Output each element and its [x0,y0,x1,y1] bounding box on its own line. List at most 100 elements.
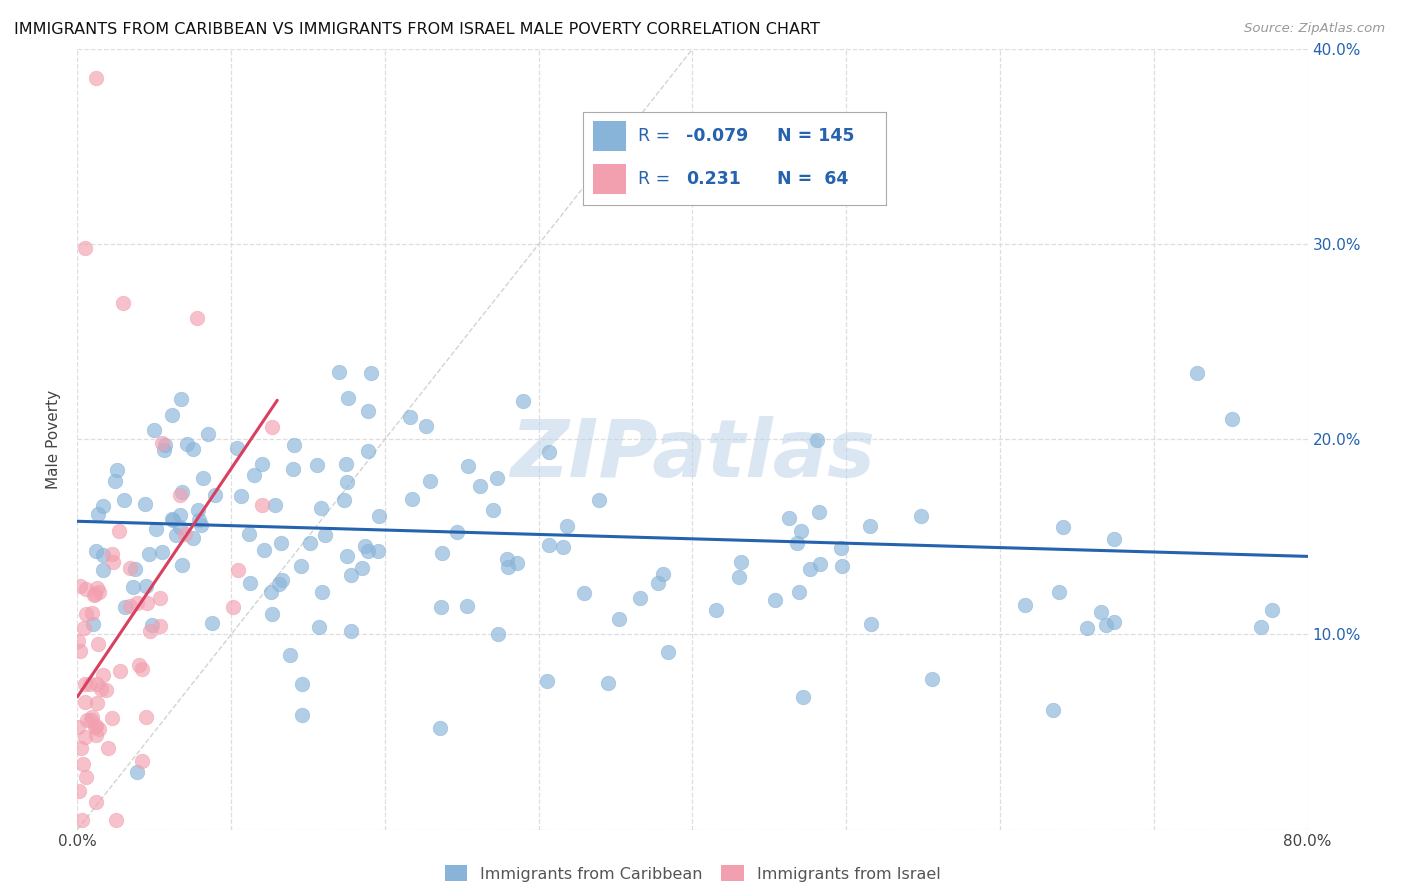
Text: R =: R = [638,170,681,188]
Point [80,606,103,620]
Point [174,527,197,541]
Point [1261,603,1284,617]
Point [305,458,328,472]
Point [145,522,167,536]
Point [553,541,575,555]
Point [86,582,108,596]
Point [628,591,651,605]
Point [165,528,187,542]
Point [260,607,283,621]
Point [262,420,284,434]
Point [181,442,204,456]
Point [96,683,118,698]
Point [456,599,478,613]
Point [125,596,148,610]
Point [138,547,160,561]
Point [149,591,172,605]
Text: -0.079: -0.079 [686,127,748,145]
Point [69,579,91,593]
Point [415,418,437,433]
Point [86,637,108,651]
Point [429,721,451,735]
Point [160,408,183,422]
Point [792,690,814,704]
Point [169,520,191,534]
Point [921,672,943,686]
Point [557,518,579,533]
Point [170,558,193,572]
Point [1220,412,1243,426]
Point [243,468,266,483]
Point [239,575,262,590]
Point [75,730,97,744]
Point [799,562,821,576]
Point [75,607,97,621]
Point [91,548,114,562]
Point [830,541,852,555]
Point [153,438,176,452]
Point [536,673,558,688]
Point [149,619,172,633]
Point [73,621,96,635]
Point [89,722,111,736]
Point [250,499,273,513]
Point [1250,620,1272,634]
Point [419,474,441,488]
Point [86,696,108,710]
Point [727,570,749,584]
Point [97,741,120,756]
Point [66,634,89,648]
Point [281,461,304,475]
Point [131,662,153,676]
Point [278,648,301,663]
Point [356,404,378,418]
Point [84,719,107,733]
Point [181,531,204,545]
Point [87,508,110,522]
Point [299,536,322,550]
Point [291,707,314,722]
Point [357,444,380,458]
Point [598,676,620,690]
Point [201,616,224,631]
Point [80,710,103,724]
Y-axis label: Male Poverty: Male Poverty [46,390,62,489]
Point [496,552,519,566]
Point [1102,615,1125,629]
Point [1014,598,1036,612]
Point [128,657,150,672]
Point [457,458,479,473]
Point [470,479,492,493]
Point [83,720,105,734]
Point [336,391,359,405]
Point [496,560,519,574]
Point [657,645,679,659]
Point [1076,621,1098,635]
Point [84,728,107,742]
Text: Source: ZipAtlas.com: Source: ZipAtlas.com [1244,22,1385,36]
Point [186,311,208,326]
Point [190,517,212,532]
Point [790,524,813,539]
Point [91,563,114,577]
Text: ZIPatlas: ZIPatlas [510,416,875,494]
Point [104,813,127,827]
Point [356,544,378,558]
Point [328,365,350,379]
Point [67,784,90,798]
Point [84,71,107,86]
Point [432,546,454,560]
Point [336,475,359,489]
Text: R =: R = [638,127,676,145]
Point [131,754,153,768]
Point [446,525,468,540]
Point [340,624,363,639]
Point [730,555,752,569]
Point [84,544,107,558]
Point [311,585,333,599]
Point [84,795,107,809]
Point [124,562,146,576]
Point [291,676,314,690]
Point [401,491,423,506]
Point [485,471,508,485]
